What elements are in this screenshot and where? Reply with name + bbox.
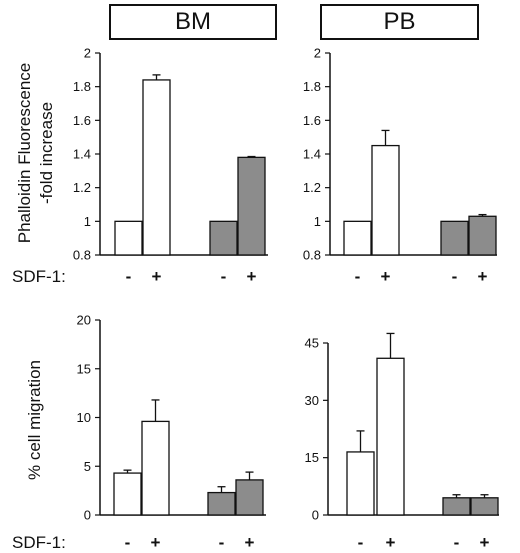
y-axis-label-top-line2: -fold increase <box>37 102 56 204</box>
treatment-sign: + <box>245 533 255 552</box>
bar <box>346 451 375 516</box>
y-axis-label-top-line1: Phalloidin Fluorescence <box>15 63 34 244</box>
y-tick-label: 10 <box>77 410 91 425</box>
treatment-sign: + <box>480 533 490 552</box>
bar <box>113 472 142 516</box>
treatment-sign: - <box>358 533 364 552</box>
bar <box>209 220 238 256</box>
treatment-sign: + <box>381 267 391 286</box>
bar <box>141 420 170 516</box>
y-tick-label: 0.8 <box>73 248 91 263</box>
y-tick-label: 30 <box>305 393 319 408</box>
y-tick-label: 1.2 <box>303 180 321 195</box>
y-tick-label: 45 <box>305 336 319 351</box>
bar <box>207 491 236 516</box>
y-tick-label: 1.6 <box>73 113 91 128</box>
sdf-label-bottom: SDF-1: <box>12 533 66 552</box>
treatment-sign: - <box>454 533 460 552</box>
y-tick-label: 1.6 <box>303 113 321 128</box>
y-tick-label: 1.8 <box>303 79 321 94</box>
bar <box>371 144 400 256</box>
bar <box>142 79 171 256</box>
bar <box>440 220 469 256</box>
y-tick-label: 2 <box>84 46 91 61</box>
treatment-sign: + <box>152 267 162 286</box>
y-tick-label: 15 <box>305 450 319 465</box>
bar <box>343 220 372 256</box>
bar <box>376 357 405 516</box>
treatment-sign: - <box>221 267 227 286</box>
panel-header-pb: PB <box>320 4 479 40</box>
y-tick-label: 0 <box>312 508 319 523</box>
treatment-sign: + <box>386 533 396 552</box>
treatment-sign: - <box>219 533 225 552</box>
treatment-sign: - <box>355 267 361 286</box>
bar <box>114 220 143 256</box>
treatment-sign: - <box>125 533 131 552</box>
y-tick-label: 1.2 <box>73 180 91 195</box>
sdf-label-top: SDF-1: <box>12 267 66 286</box>
treatment-sign: + <box>247 267 257 286</box>
y-tick-label: 1.4 <box>73 147 91 162</box>
bar <box>237 156 266 256</box>
y-tick-label: 20 <box>77 313 91 328</box>
treatment-sign: - <box>126 267 132 286</box>
bar <box>468 215 497 256</box>
y-tick-label: 15 <box>77 361 91 376</box>
y-tick-label: 0 <box>84 508 91 523</box>
bar <box>470 497 499 516</box>
y-tick-label: 5 <box>84 459 91 474</box>
y-axis-label-bottom: % cell migration <box>25 360 44 480</box>
bar <box>442 497 471 516</box>
treatment-sign: - <box>452 267 458 286</box>
y-tick-label: 1.8 <box>73 79 91 94</box>
bar <box>235 479 264 516</box>
treatment-sign: + <box>151 533 161 552</box>
y-tick-label: 1 <box>84 214 91 229</box>
y-tick-label: 1 <box>314 214 321 229</box>
y-tick-label: 2 <box>314 46 321 61</box>
treatment-sign: + <box>478 267 488 286</box>
y-tick-label: 1.4 <box>303 147 321 162</box>
plots: 0.8 1 1.2 1.4 1.6 1.8 2 - + - +0.8 1 1.2 1.4 1.6 1.8 2 - +… <box>73 46 499 552</box>
y-tick-label: 0.8 <box>303 248 321 263</box>
panel-header-bm: BM <box>109 4 277 40</box>
